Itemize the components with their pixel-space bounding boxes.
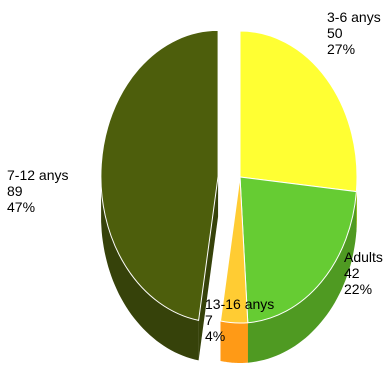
slice-7-12-anys xyxy=(100,29,219,322)
label-7-12-anys-name: 7-12 anys xyxy=(7,167,68,183)
slice-13-16-anys xyxy=(219,176,249,324)
label-3-6-anys-value: 50 xyxy=(327,25,343,41)
pie-slices xyxy=(100,29,358,324)
label-adults-percent: 22% xyxy=(344,281,372,297)
slice-face-7-12-anys-0 xyxy=(198,176,219,361)
label-13-16-anys-percent: 4% xyxy=(205,328,225,344)
slice-side-7-12-anys xyxy=(101,176,199,361)
label-13-16-anys-name: 13-16 anys xyxy=(205,296,274,312)
slice-side-13-16-anys xyxy=(220,321,248,363)
label-adults-name: Adults xyxy=(344,249,383,265)
label-7-12-anys-percent: 47% xyxy=(7,199,35,215)
label-13-16-anys-value: 7 xyxy=(205,312,213,328)
slice-adults xyxy=(239,176,357,324)
slice-3-6-anys xyxy=(239,30,358,193)
label-3-6-anys-name: 3-6 anys xyxy=(327,9,381,25)
label-adults-value: 42 xyxy=(344,265,360,281)
label-7-12-anys-value: 89 xyxy=(7,183,23,199)
slice-side-adults xyxy=(247,191,357,363)
label-3-6-anys-percent: 27% xyxy=(327,41,355,57)
